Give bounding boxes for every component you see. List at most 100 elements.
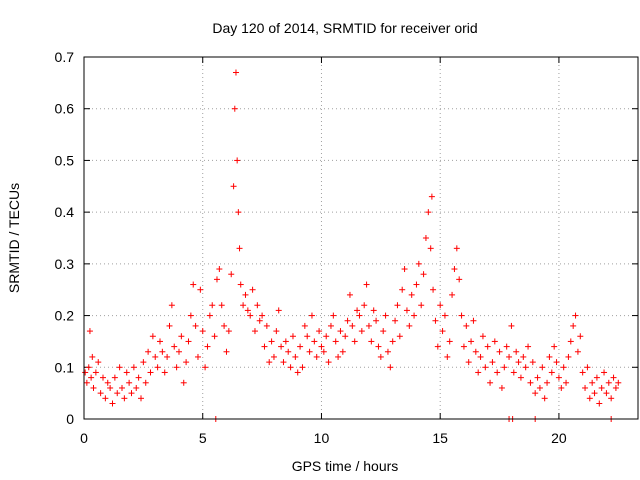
data-point (216, 266, 223, 273)
data-point (484, 343, 491, 350)
data-point (413, 281, 420, 288)
data-point (446, 338, 453, 345)
data-point (463, 322, 470, 329)
data-point (570, 322, 577, 329)
data-point (487, 379, 494, 386)
data-point (432, 317, 439, 324)
data-point (349, 322, 356, 329)
data-point (202, 364, 209, 371)
data-point (204, 343, 211, 350)
data-point (515, 359, 522, 366)
data-point (422, 235, 429, 241)
data-point (161, 369, 168, 376)
data-point (382, 312, 389, 319)
data-point (536, 384, 543, 391)
data-point (603, 390, 610, 397)
data-point (111, 374, 118, 381)
data-point (126, 379, 133, 386)
x-axis-label: GPS time / hours (292, 458, 399, 474)
data-point (140, 359, 147, 366)
data-point (342, 333, 349, 340)
data-point (218, 302, 225, 309)
data-point (133, 384, 140, 391)
data-point (240, 302, 247, 309)
data-point (387, 364, 394, 371)
data-point (373, 317, 380, 324)
data-point (472, 348, 479, 355)
data-point (434, 343, 441, 350)
data-point (327, 322, 334, 329)
data-point (223, 348, 230, 355)
data-point (116, 364, 123, 371)
data-point (211, 333, 218, 340)
data-point (263, 322, 270, 329)
data-point (458, 312, 465, 319)
data-point (130, 364, 137, 371)
data-point (354, 307, 361, 314)
data-point (135, 374, 142, 381)
data-point (368, 338, 375, 345)
data-point (479, 333, 486, 340)
data-point (318, 343, 325, 350)
plot-frame (83, 56, 639, 420)
data-point (560, 364, 567, 371)
data-point (190, 281, 197, 288)
data-point (175, 348, 182, 355)
data-point (304, 333, 311, 340)
y-tick-label: 0.7 (55, 49, 75, 65)
data-point (97, 390, 104, 397)
data-point (225, 328, 232, 335)
data-point (441, 312, 448, 319)
data-point (555, 374, 562, 381)
data-point (294, 369, 301, 376)
x-tick-label: 0 (80, 430, 88, 446)
data-point (346, 291, 353, 298)
data-point (171, 343, 178, 350)
y-tick-label: 0.6 (55, 101, 75, 117)
data-point (180, 379, 187, 386)
data-point (589, 379, 596, 386)
data-point (470, 317, 477, 324)
y-tick-label: 0.5 (55, 152, 75, 168)
data-point (168, 302, 175, 309)
data-point (513, 348, 520, 355)
data-point (107, 384, 114, 391)
data-point (351, 338, 358, 345)
data-point (299, 364, 306, 371)
data-point (563, 379, 570, 386)
data-point (292, 353, 299, 360)
data-point (270, 353, 277, 360)
data-point (199, 328, 206, 335)
data-point (244, 307, 251, 314)
data-point (394, 302, 401, 309)
data-point (209, 302, 216, 309)
data-point (273, 328, 280, 335)
data-point (534, 374, 541, 381)
data-point (268, 338, 275, 345)
data-point (247, 312, 254, 319)
data-point (615, 379, 622, 386)
data-point (541, 395, 548, 402)
data-point (149, 333, 156, 340)
data-point (142, 379, 149, 386)
data-point (231, 105, 238, 112)
data-point (610, 374, 617, 381)
x-tick-label: 15 (432, 430, 448, 446)
data-point (506, 353, 513, 360)
data-point (403, 307, 410, 314)
data-point (451, 266, 458, 273)
data-point (192, 322, 199, 329)
data-point (261, 343, 268, 350)
data-point (579, 369, 586, 376)
data-point (285, 348, 292, 355)
data-point (477, 353, 484, 360)
y-tick-label: 0.4 (55, 204, 75, 220)
data-point (335, 353, 342, 360)
data-point (375, 343, 382, 350)
data-point (593, 374, 600, 381)
data-point (82, 369, 89, 376)
data-point (612, 384, 619, 391)
data-point (482, 364, 489, 371)
data-point (574, 348, 581, 355)
